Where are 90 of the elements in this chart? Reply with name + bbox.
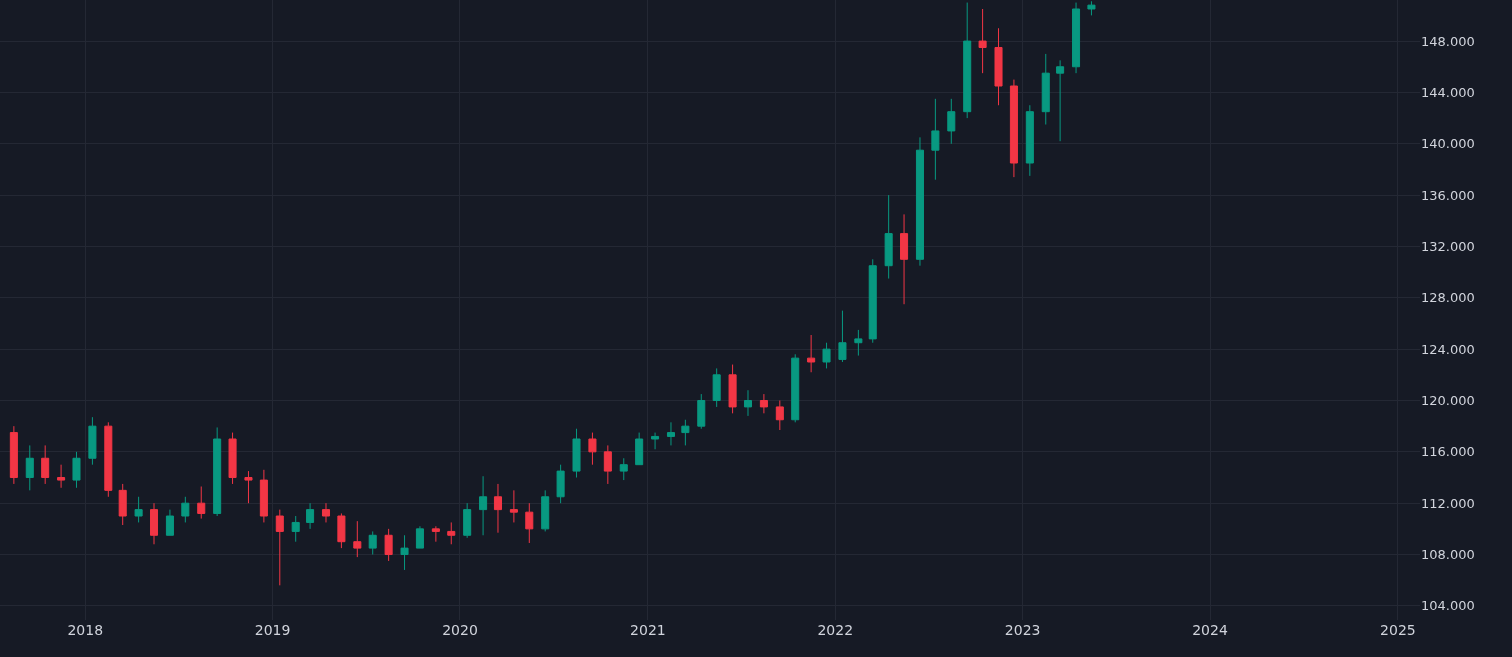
candlestick (88, 416, 97, 466)
candlestick (1087, 0, 1096, 16)
y-tick-label: 136.000 (1421, 187, 1475, 203)
candlestick (619, 457, 628, 481)
candlestick (994, 27, 1003, 106)
candlestick (400, 534, 409, 571)
candlestick (743, 389, 753, 417)
candlestick (118, 483, 127, 526)
y-tick-label: 112.000 (1421, 495, 1475, 511)
candlestick (1041, 53, 1050, 126)
y-tick-label: 120.000 (1421, 393, 1475, 409)
x-tick-label: 2018 (67, 622, 104, 638)
candlestick (509, 489, 518, 523)
candlestick (149, 502, 159, 545)
candlestick (244, 470, 253, 504)
candlestick (775, 400, 784, 431)
candlestick (651, 432, 660, 450)
candlestick (931, 98, 940, 181)
y-tick-label: 124.000 (1421, 341, 1475, 357)
y-tick-label: 140.000 (1421, 136, 1475, 152)
candlestick (337, 512, 346, 549)
x-tick-label: 2023 (1004, 622, 1041, 638)
candlestick (368, 530, 377, 556)
candlestick (1056, 59, 1065, 142)
candlestick (72, 451, 81, 489)
candlestick (963, 2, 972, 119)
candlestick (479, 475, 488, 536)
candlestick (854, 329, 863, 357)
candlestick (431, 525, 440, 543)
candlestick (884, 194, 893, 280)
x-tick-label: 2024 (1192, 622, 1228, 638)
candlestick (572, 428, 581, 479)
candlestick (493, 483, 502, 534)
x-tick-label: 2025 (1380, 622, 1416, 638)
x-tick-label: 2020 (442, 622, 478, 638)
candlestick (321, 502, 331, 523)
candlestick (463, 502, 472, 539)
candlestick (791, 353, 800, 423)
candlestick (1025, 104, 1034, 177)
y-tick-label: 128.000 (1421, 290, 1475, 306)
candlestick (275, 509, 284, 586)
candlestick (588, 432, 597, 466)
candlestick (259, 469, 268, 523)
y-tick-label: 132.000 (1421, 239, 1475, 255)
candlestick (838, 310, 847, 363)
candlestick (822, 342, 831, 369)
candlestick (635, 432, 644, 466)
candlestick (666, 421, 676, 446)
candlestick (525, 502, 534, 544)
candlestick (603, 444, 612, 485)
candlestick (947, 98, 956, 145)
candlestick (1072, 2, 1081, 74)
candlestick (415, 525, 424, 549)
candlestick (134, 496, 143, 523)
candlestick (165, 509, 174, 536)
x-tick-label: 2022 (817, 622, 854, 638)
candlestick (447, 521, 456, 545)
candlestick (41, 444, 50, 485)
candlestick (915, 136, 924, 267)
candlestick (728, 364, 737, 414)
candlestick (291, 515, 300, 543)
x-tick-label: 2021 (630, 622, 666, 638)
candlestick (759, 393, 768, 414)
candlestick (868, 258, 877, 344)
candlestick (213, 426, 222, 517)
candlestick (181, 496, 190, 523)
candlestick (353, 520, 362, 558)
candlestick (228, 432, 237, 485)
candlestick (712, 367, 721, 408)
candlestick (306, 502, 315, 530)
candlestick (900, 213, 909, 305)
candlestick (681, 419, 690, 446)
candlestick (1009, 79, 1018, 178)
candlestick (57, 464, 66, 489)
candlestick (541, 489, 550, 532)
y-tick-label: 116.000 (1421, 444, 1475, 460)
candlestick (25, 444, 34, 491)
x-tick-label: 2019 (254, 622, 291, 638)
candlestick (384, 528, 393, 562)
candlestick (978, 8, 987, 74)
candlestick (556, 464, 565, 504)
y-tick-label: 144.000 (1421, 84, 1475, 100)
candlestick (197, 486, 206, 520)
candlestick (104, 421, 113, 498)
y-tick-label: 108.000 (1421, 547, 1475, 563)
candlestick (807, 334, 816, 373)
candlestick (697, 393, 706, 430)
y-tick-label: 148.000 (1421, 33, 1475, 49)
y-tick-label: 104.000 (1421, 598, 1475, 614)
candlestick (9, 425, 18, 485)
